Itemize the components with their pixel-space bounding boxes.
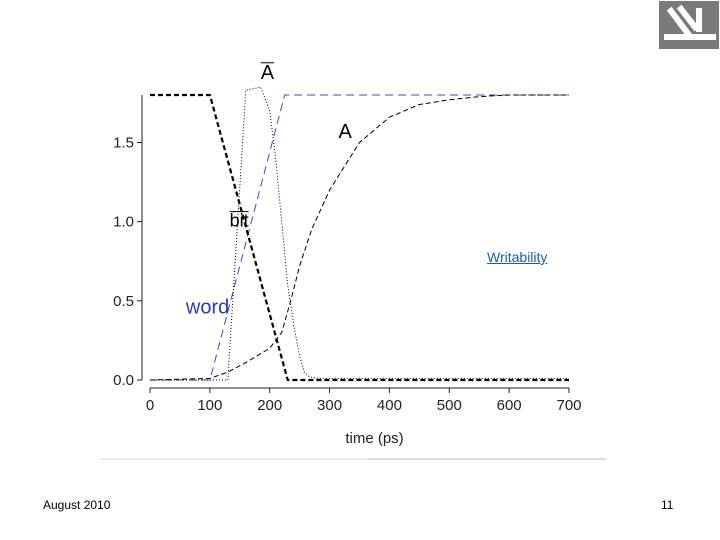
x-tick-label: 0: [146, 397, 154, 414]
x-tick-label: 100: [197, 397, 222, 414]
y-tick-label: 1.5: [113, 135, 134, 152]
timing-chart: 0 100 200 300 400 500 600 700 0.0 0.5 1.0 1.5 time (…: [113, 62, 581, 447]
x-tick-label: 300: [317, 397, 342, 414]
plot-area: 0 100 200 300 400 500 600 700 0.0 0.5 1.0 1.5 time (…: [113, 62, 581, 447]
y-tick-label: 1.0: [113, 214, 134, 231]
page-number: 11: [661, 498, 674, 512]
x-tick-label: 500: [437, 397, 462, 414]
series-line-0: [150, 94, 569, 381]
series-line-3: [150, 86, 569, 381]
x-tick-label: 600: [497, 397, 522, 414]
series-line-2: [149, 94, 569, 381]
x-tick-label: 400: [377, 397, 402, 414]
series-label-3: word: [185, 297, 229, 319]
series-label-2: bit: [230, 210, 249, 230]
x-tick-label: 700: [556, 397, 581, 414]
x-tick-label: 200: [257, 397, 282, 414]
y-tick-label: 0.0: [113, 372, 134, 389]
series-line-1: [150, 93, 569, 382]
footer-divider-left: [100, 458, 368, 460]
footer-divider-right: [368, 458, 606, 460]
writability-link[interactable]: Writability: [487, 249, 548, 265]
x-axis-label: time (ps): [345, 430, 403, 447]
series-label-0: A: [261, 62, 275, 84]
footer-date: August 2010: [43, 498, 111, 512]
series-label-1: A: [339, 121, 353, 143]
technion-logo-icon: [659, 1, 719, 49]
y-tick-label: 0.5: [113, 293, 134, 310]
